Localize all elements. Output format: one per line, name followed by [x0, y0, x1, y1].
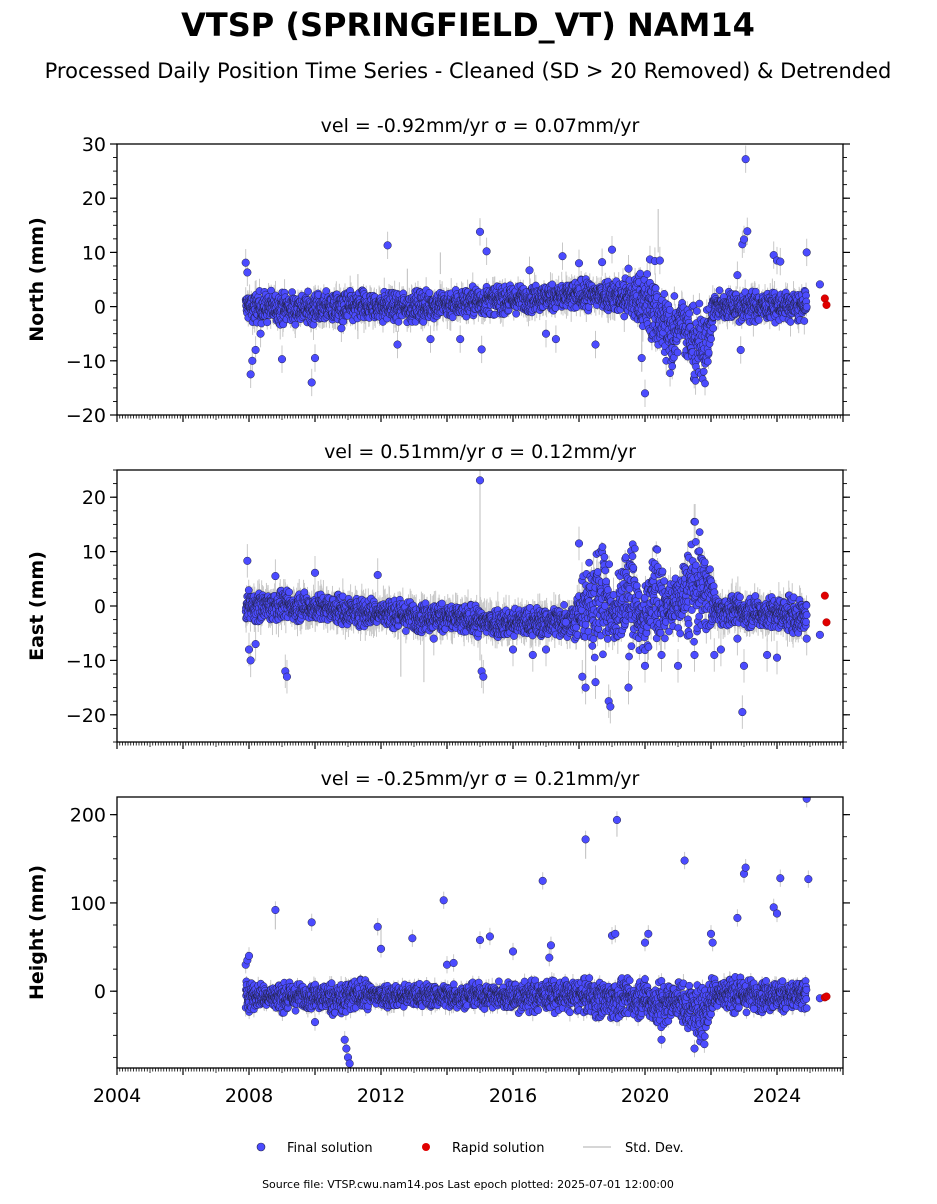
final-point: [247, 371, 255, 379]
final-point: [661, 290, 668, 297]
final-point: [755, 316, 762, 323]
final-point: [740, 236, 748, 244]
final-point: [692, 377, 699, 384]
final-point: [696, 300, 703, 307]
y-tick-label: 30: [82, 134, 106, 156]
panel-title: vel = -0.92mm/yr σ = 0.07mm/yr: [321, 115, 640, 137]
final-point: [542, 330, 550, 338]
final-point: [257, 330, 265, 338]
final-point: [513, 310, 520, 317]
final-point: [292, 321, 299, 328]
final-point: [701, 380, 708, 387]
final-point: [637, 270, 644, 277]
final-point: [737, 346, 745, 354]
panel-north: vel = -0.92mm/yr σ = 0.07mm/yr North (mm)…: [26, 115, 850, 427]
final-point: [478, 346, 486, 354]
panel-data-north: [242, 146, 830, 407]
y-tick-label: 20: [82, 188, 106, 210]
final-point: [716, 287, 723, 294]
panel-frame: [117, 144, 843, 415]
final-point: [608, 246, 616, 254]
final-point: [456, 335, 464, 343]
final-point: [598, 258, 606, 266]
final-point: [744, 227, 752, 235]
final-point: [252, 346, 260, 354]
final-point: [693, 308, 700, 315]
final-point: [707, 335, 714, 342]
final-point: [304, 288, 311, 295]
std-dev-bars: [246, 146, 807, 407]
final-point: [644, 270, 651, 277]
final-point: [426, 289, 433, 296]
final-point: [803, 249, 811, 257]
figure-title: VTSP (SPRINGFIELD_VT) NAM14: [181, 6, 755, 44]
final-point: [742, 155, 750, 163]
final-point: [816, 281, 824, 289]
final-point: [686, 310, 693, 317]
final-point: [552, 335, 560, 343]
final-point: [803, 303, 810, 310]
final-point: [427, 335, 435, 343]
final-point: [705, 349, 712, 356]
panel-data-east: [242, 464, 830, 729]
final-point: [704, 358, 711, 365]
final-point: [638, 354, 646, 362]
rapid-point: [823, 301, 831, 309]
final-point: [526, 266, 534, 274]
rapid-points: [816, 281, 830, 309]
final-point: [264, 319, 271, 326]
final-point: [249, 357, 257, 365]
final-point: [394, 341, 402, 349]
final-point: [311, 354, 319, 362]
final-point: [592, 341, 600, 349]
final-point: [289, 288, 296, 295]
final-point: [669, 363, 676, 370]
final-point: [674, 349, 681, 356]
final-point: [575, 259, 583, 267]
final-point: [710, 325, 717, 332]
final-point: [559, 252, 567, 260]
y-tick-label: −20: [66, 405, 106, 427]
final-point: [338, 324, 346, 332]
final-point: [278, 355, 286, 363]
final-point: [242, 259, 250, 267]
figure-subtitle: Processed Daily Position Time Series - C…: [45, 59, 892, 83]
final-point: [244, 269, 252, 277]
final-point: [656, 257, 664, 265]
final-point: [384, 242, 392, 250]
y-axis-label: North (mm): [26, 217, 48, 342]
panels-group: vel = -0.92mm/yr σ = 0.07mm/yr North (mm)…: [26, 115, 850, 1107]
final-point: [671, 292, 678, 299]
final-point: [395, 318, 402, 325]
final-point: [308, 379, 316, 387]
final-point: [483, 248, 491, 256]
final-point: [700, 368, 707, 375]
final-point: [625, 265, 633, 273]
final-point: [476, 228, 484, 236]
final-point: [734, 271, 742, 279]
final-point: [777, 258, 785, 266]
final-point: [801, 317, 808, 324]
final-point: [652, 285, 659, 292]
final-points: [242, 155, 811, 397]
y-tick-label: 0: [94, 297, 106, 319]
final-point: [641, 390, 649, 398]
final-point: [666, 370, 673, 377]
final-point: [787, 318, 794, 325]
y-tick-label: −10: [66, 351, 106, 373]
y-tick-label: 10: [82, 242, 106, 264]
